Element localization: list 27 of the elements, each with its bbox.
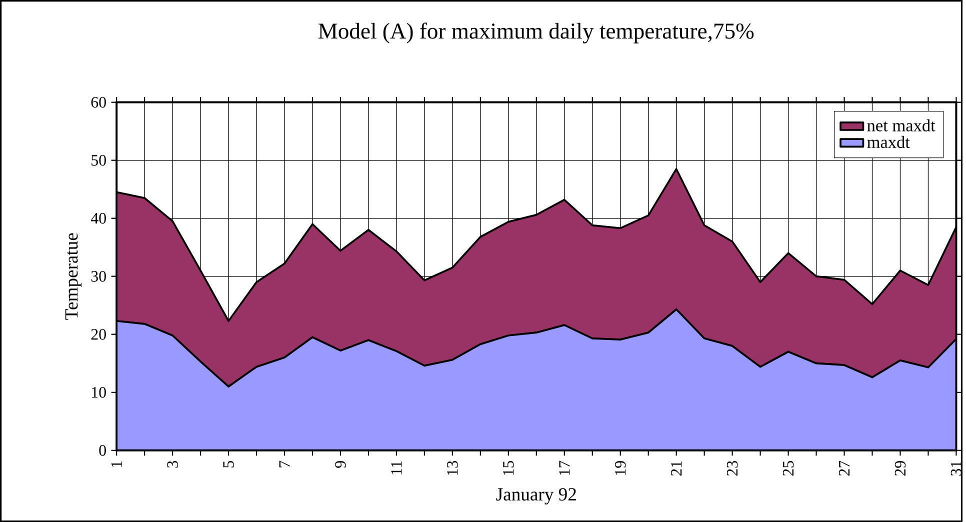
y-tick-label: 50 [92, 154, 106, 166]
chart-title: Model (A) for maximum daily temperature,75% [318, 22, 754, 44]
x-tick-label: 15 [503, 460, 514, 475]
legend-label: maxdt [867, 136, 910, 148]
x-tick-label: 29 [894, 460, 906, 476]
x-tick-label: 13 [447, 460, 458, 475]
x-tick-label: 7 [279, 460, 290, 468]
y-tick-label: 0 [99, 444, 106, 456]
y-axis-title: Temperatue [65, 233, 82, 320]
y-tick-label: 20 [91, 328, 106, 340]
x-tick-label: 5 [223, 460, 234, 468]
y-tick-label: 10 [92, 386, 106, 398]
x-tick-label: 11 [391, 461, 402, 474]
y-tick-label: 60 [91, 96, 106, 108]
x-tick-label: 17 [559, 460, 570, 475]
x-tick-label: 19 [615, 460, 626, 475]
legend-label: net maxdt [867, 119, 936, 132]
x-axis-title: January 92 [496, 488, 576, 504]
x-tick-label: 25 [782, 460, 794, 476]
y-tick-label: 30 [91, 270, 106, 282]
x-tick-label: 9 [335, 460, 346, 468]
x-tick-label: 3 [167, 460, 178, 468]
x-tick-label: 1 [111, 461, 122, 467]
x-tick-label: 23 [726, 460, 738, 476]
x-tick-label: 21 [671, 461, 682, 476]
y-tick-label: 40 [90, 212, 106, 224]
x-tick-label: 27 [838, 460, 850, 476]
